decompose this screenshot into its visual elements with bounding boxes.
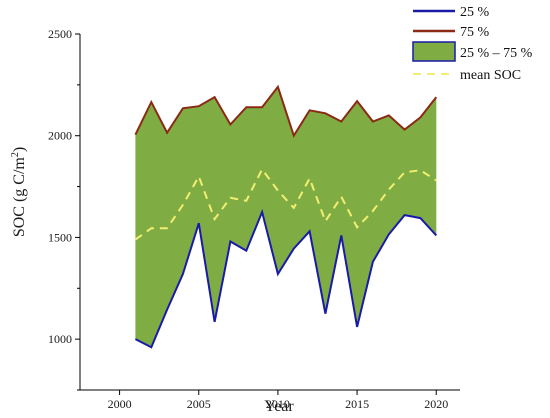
x-axis-title: Year [264,398,294,415]
y-tick-label: 1000 [48,332,72,346]
x-tick-label: 2010 [266,397,290,411]
x-ticks: 2000 2005 2010 2015 2020 [108,390,448,411]
y-tick-label: 2500 [48,27,72,41]
y-ticks: 1000 1500 2000 2500 [48,27,80,391]
y-axis-title-end: ) [11,147,28,152]
y-axis-title-main: SOC (g C/m [11,157,28,238]
iqr-band [135,86,437,348]
y-tick-label: 1500 [48,230,72,244]
legend-band-swatch [412,41,456,62]
legend: 25 % 75 % 25 % – 75 % mean SOC [412,5,533,83]
x-tick-label: 2015 [345,397,369,411]
p75-line [134,84,438,139]
legend-mean-label: mean SOC [460,68,521,83]
x-tick-label: 2020 [424,397,448,411]
p25-line [134,208,438,349]
axes: 1000 1500 2000 2500 2000 2005 2010 2015 2020 [48,27,460,411]
legend-band-label: 25 % – 75 % [460,46,533,61]
y-axis-title-sup: 2 [10,152,21,157]
x-tick-label: 2000 [108,397,132,411]
plot-area [134,84,438,349]
y-axis-title: SOC (g C/m2) [10,147,28,237]
legend-p25-label: 25 % [460,5,490,20]
mean-soc-line [134,167,437,241]
legend-p75-label: 75 % [460,25,490,40]
x-tick-label: 2005 [187,397,211,411]
y-tick-label: 2000 [48,129,72,143]
